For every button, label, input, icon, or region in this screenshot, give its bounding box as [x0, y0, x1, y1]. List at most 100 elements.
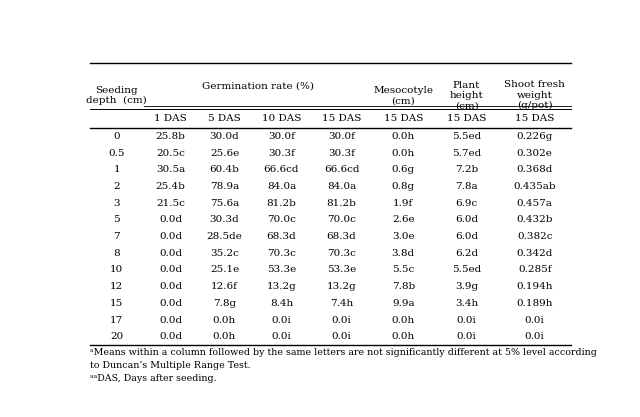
Text: 0.0h: 0.0h: [392, 148, 415, 158]
Text: 70.0c: 70.0c: [267, 216, 296, 224]
Text: Plant
height
(cm): Plant height (cm): [450, 80, 483, 111]
Text: 0.226g: 0.226g: [516, 132, 553, 141]
Text: 0.0d: 0.0d: [159, 316, 182, 324]
Text: 6.2d: 6.2d: [455, 249, 478, 258]
Text: 0.0d: 0.0d: [159, 216, 182, 224]
Text: 0.0i: 0.0i: [457, 316, 476, 324]
Text: 12.6f: 12.6f: [211, 282, 238, 291]
Text: 5.7ed: 5.7ed: [452, 148, 481, 158]
Text: 25.4b: 25.4b: [156, 182, 186, 191]
Text: 13.2g: 13.2g: [326, 282, 356, 291]
Text: 0.189h: 0.189h: [516, 299, 553, 308]
Text: Germination rate (%): Germination rate (%): [202, 82, 314, 90]
Text: 0.0d: 0.0d: [159, 332, 182, 341]
Text: 5 DAS: 5 DAS: [208, 114, 241, 123]
Text: 70.0c: 70.0c: [327, 216, 356, 224]
Text: 30.3d: 30.3d: [209, 216, 239, 224]
Text: 0.0i: 0.0i: [332, 316, 351, 324]
Text: ᵃMeans within a column followed by the same letters are not significantly differ: ᵃMeans within a column followed by the s…: [90, 348, 596, 357]
Text: 0.285f: 0.285f: [518, 266, 552, 274]
Text: 84.0a: 84.0a: [267, 182, 296, 191]
Text: 66.6cd: 66.6cd: [264, 165, 299, 174]
Text: 30.0f: 30.0f: [268, 132, 295, 141]
Text: 6.9c: 6.9c: [456, 198, 477, 208]
Text: 0.432b: 0.432b: [516, 216, 553, 224]
Text: Shoot fresh
weight
(g/pot): Shoot fresh weight (g/pot): [504, 80, 565, 111]
Text: 10: 10: [110, 266, 124, 274]
Text: Seeding
depth  (cm): Seeding depth (cm): [86, 86, 147, 105]
Text: 5.5ed: 5.5ed: [452, 132, 481, 141]
Text: 0.194h: 0.194h: [516, 282, 553, 291]
Text: 53.3e: 53.3e: [267, 266, 296, 274]
Text: 0.0i: 0.0i: [525, 316, 545, 324]
Text: 0.0h: 0.0h: [213, 316, 236, 324]
Text: 3.0e: 3.0e: [392, 232, 415, 241]
Text: 0.0h: 0.0h: [213, 332, 236, 341]
Text: to Duncan’s Multiple Range Test.: to Duncan’s Multiple Range Test.: [90, 361, 250, 370]
Text: 7: 7: [113, 232, 120, 241]
Text: 3.4h: 3.4h: [455, 299, 478, 308]
Text: 0.435ab: 0.435ab: [513, 182, 556, 191]
Text: 9.9a: 9.9a: [392, 299, 415, 308]
Text: 0.0i: 0.0i: [457, 332, 476, 341]
Text: 66.6cd: 66.6cd: [324, 165, 359, 174]
Text: 25.8b: 25.8b: [156, 132, 186, 141]
Text: 30.5a: 30.5a: [156, 165, 185, 174]
Text: 20: 20: [110, 332, 124, 341]
Text: 0.0d: 0.0d: [159, 266, 182, 274]
Text: 5.5c: 5.5c: [392, 266, 415, 274]
Text: 0.457a: 0.457a: [516, 198, 552, 208]
Text: 0.0h: 0.0h: [392, 332, 415, 341]
Text: 3.9g: 3.9g: [455, 282, 478, 291]
Text: 25.1e: 25.1e: [210, 266, 239, 274]
Text: 1: 1: [113, 165, 120, 174]
Text: 78.9a: 78.9a: [210, 182, 239, 191]
Text: 7.2b: 7.2b: [455, 165, 478, 174]
Text: 3.8d: 3.8d: [392, 249, 415, 258]
Text: 25.6e: 25.6e: [210, 148, 239, 158]
Text: 30.3f: 30.3f: [328, 148, 355, 158]
Text: 0.0i: 0.0i: [525, 332, 545, 341]
Text: 21.5c: 21.5c: [156, 198, 185, 208]
Text: 68.3d: 68.3d: [326, 232, 356, 241]
Text: 0.368d: 0.368d: [516, 165, 553, 174]
Text: 0.0i: 0.0i: [271, 332, 291, 341]
Text: 35.2c: 35.2c: [210, 249, 239, 258]
Text: 70.3c: 70.3c: [267, 249, 296, 258]
Text: 15 DAS: 15 DAS: [515, 114, 554, 123]
Text: 8.4h: 8.4h: [270, 299, 293, 308]
Text: 0.0d: 0.0d: [159, 249, 182, 258]
Text: 0.382c: 0.382c: [517, 232, 552, 241]
Text: 6.0d: 6.0d: [455, 232, 478, 241]
Text: 0.0h: 0.0h: [392, 316, 415, 324]
Text: 81.2b: 81.2b: [266, 198, 296, 208]
Text: 12: 12: [110, 282, 124, 291]
Text: 81.2b: 81.2b: [326, 198, 356, 208]
Text: 30.3f: 30.3f: [268, 148, 295, 158]
Text: 3: 3: [113, 198, 120, 208]
Text: 0.0d: 0.0d: [159, 282, 182, 291]
Text: 0.0h: 0.0h: [392, 132, 415, 141]
Text: 0.0d: 0.0d: [159, 232, 182, 241]
Text: 10 DAS: 10 DAS: [262, 114, 301, 123]
Text: 13.2g: 13.2g: [266, 282, 296, 291]
Text: 0.6g: 0.6g: [392, 165, 415, 174]
Text: 1.9f: 1.9f: [393, 198, 413, 208]
Text: 84.0a: 84.0a: [327, 182, 356, 191]
Text: 53.3e: 53.3e: [327, 266, 356, 274]
Text: 0.302e: 0.302e: [516, 148, 552, 158]
Text: 5.5ed: 5.5ed: [452, 266, 481, 274]
Text: 15 DAS: 15 DAS: [447, 114, 486, 123]
Text: 75.6a: 75.6a: [210, 198, 239, 208]
Text: 28.5de: 28.5de: [207, 232, 243, 241]
Text: 15: 15: [110, 299, 124, 308]
Text: 0.342d: 0.342d: [516, 249, 553, 258]
Text: 70.3c: 70.3c: [327, 249, 356, 258]
Text: 20.5c: 20.5c: [156, 148, 185, 158]
Text: 0.0i: 0.0i: [271, 316, 291, 324]
Text: 0.0i: 0.0i: [332, 332, 351, 341]
Text: 17: 17: [110, 316, 124, 324]
Text: 7.4h: 7.4h: [330, 299, 353, 308]
Text: 60.4b: 60.4b: [209, 165, 239, 174]
Text: 0.5: 0.5: [109, 148, 125, 158]
